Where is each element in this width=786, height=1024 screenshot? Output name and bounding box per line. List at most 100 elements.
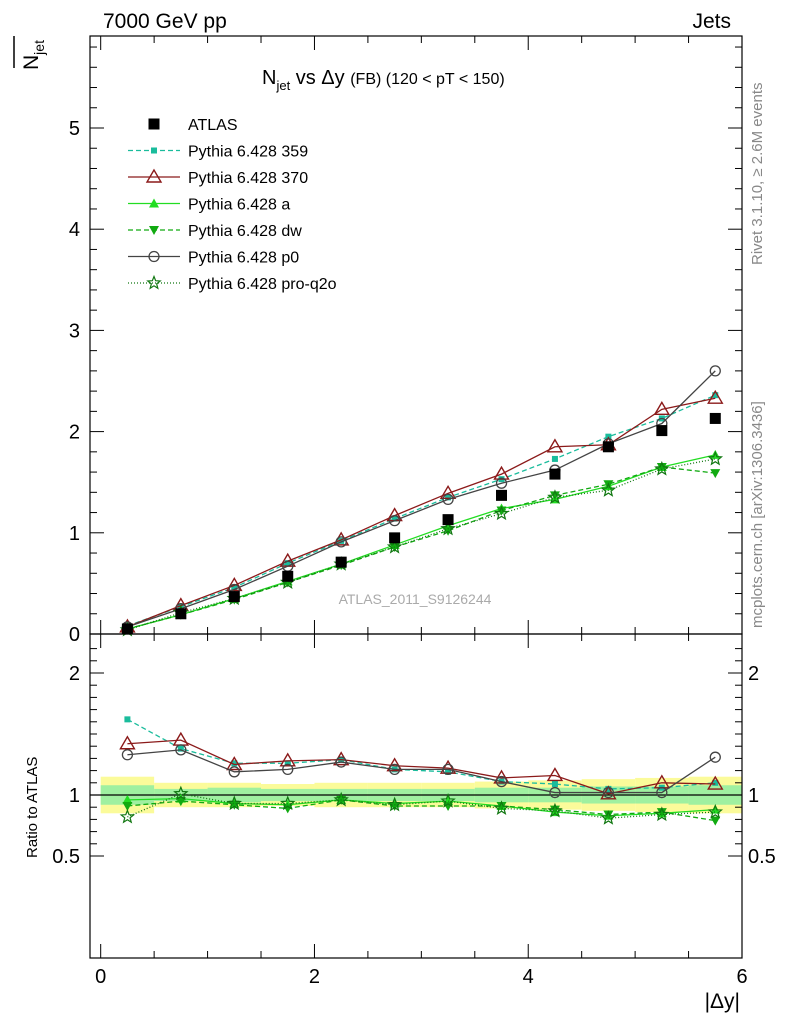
svg-text:Njet: Njet: [20, 40, 47, 70]
ratio-series-point: [119, 735, 136, 750]
ratio-series-point: [282, 763, 294, 776]
main-panel: 0 1 2 3 4 5: [69, 35, 743, 646]
legend-item: Pythia 6.428 370: [128, 168, 308, 187]
ratio-y-ticks: 0.5 0.5 1 1 2 2: [52, 648, 776, 868]
series-point: [338, 537, 345, 544]
data-point: [282, 570, 294, 582]
legend-marker: [149, 226, 159, 235]
data-point: [549, 468, 561, 480]
data-point: [442, 514, 454, 526]
ratio-series-line: [127, 793, 716, 819]
series-point: [551, 455, 558, 462]
series-point: [549, 491, 560, 501]
data-point: [602, 441, 614, 453]
legend-label: ATLAS: [188, 117, 238, 134]
ratio-series-point: [495, 775, 508, 788]
ratio-y-tick-label: 2: [69, 663, 80, 685]
ratio-series-point: [279, 795, 296, 811]
ratio-series-3: [122, 795, 721, 826]
ratio-series-point: [493, 769, 510, 784]
series-point: [710, 469, 721, 479]
ratio-series-point: [226, 795, 243, 811]
ratio-series-point: [282, 804, 293, 814]
data-point: [496, 489, 508, 501]
series-point: [600, 482, 617, 497]
legend-label: Pythia 6.428 pro-q2o: [188, 276, 337, 293]
mcplots-label: mcplots.cern.ch [arXiv:1306.3436]: [749, 401, 766, 628]
x-tick-label: 2: [309, 966, 320, 988]
ratio-series-point: [549, 786, 561, 799]
ratio-series-point: [228, 766, 240, 778]
ratio-series-point: [229, 800, 240, 810]
data-point: [389, 532, 401, 544]
ratio-series-point: [600, 810, 617, 825]
ratio-series-point: [712, 779, 719, 786]
legend-marker: [146, 274, 162, 290]
legend-item: Pythia 6.428 a: [128, 197, 290, 214]
series-point: [442, 493, 454, 506]
ratio-y-tick-label-right: 0.5: [748, 846, 776, 868]
legend-label: Pythia 6.428 p0: [188, 250, 299, 267]
legend-marker: [149, 198, 159, 208]
rivet-label: Rivet 3.1.10, ≥ 2.6M events: [749, 83, 766, 266]
series-point: [547, 489, 563, 504]
x-tick-label: 6: [736, 966, 747, 988]
legend-item: ATLAS: [148, 117, 238, 134]
series-point: [386, 538, 403, 554]
ratio-series-point: [549, 805, 560, 815]
ratio-series-point: [124, 716, 131, 723]
watermark: ATLAS_2011_S9126244: [339, 591, 492, 607]
ratio-series-point: [175, 797, 186, 807]
chart-title: Njet vs Δy (FB) (120 < pT < 150): [262, 67, 505, 93]
ratio-series-point: [442, 763, 454, 776]
ratio-series-point: [443, 801, 454, 811]
series-point: [712, 392, 719, 399]
ratio-series-4: [121, 744, 721, 799]
series-point: [445, 494, 452, 501]
ratio-series-point: [386, 796, 403, 812]
legend-item: Pythia 6.428 p0: [128, 250, 299, 267]
x-axis-label: |Δy|: [705, 990, 740, 1013]
ratio-series-point: [605, 785, 612, 792]
y-tick-label: 2: [69, 422, 80, 444]
series-point: [391, 515, 398, 522]
legend-item: Pythia 6.428 dw: [128, 223, 302, 240]
ratio-series-point: [284, 760, 291, 767]
ratio-series-point: [603, 810, 614, 820]
chart-title-fb: (FB): [350, 71, 381, 88]
series-line: [127, 458, 716, 631]
series-5: [119, 450, 724, 637]
ratio-frame: [89, 633, 743, 959]
ratio-series-point: [231, 760, 238, 767]
header-left: 7000 GeV pp: [103, 10, 227, 33]
data-point: [335, 556, 347, 568]
series-point: [493, 505, 510, 521]
ratio-series-point: [386, 757, 403, 772]
ratio-series-point: [496, 801, 507, 811]
ratio-series-point: [119, 808, 136, 824]
series-point: [496, 506, 507, 516]
y-tick-label: 4: [69, 219, 80, 241]
ratio-series-point: [335, 756, 347, 768]
ratio-series-point: [121, 749, 134, 761]
legend-item: Pythia 6.428 359: [128, 144, 308, 161]
series-point: [546, 438, 564, 453]
legend: ATLAS Pythia 6.428 359 Pythia 6.428 370 Pyt…: [128, 117, 337, 293]
ratio-y-tick-label: 1: [69, 785, 80, 807]
data-point: [175, 608, 187, 620]
series-point: [440, 520, 456, 536]
series-3: [122, 463, 721, 634]
y-tick-label: 1: [69, 523, 80, 545]
ratio-series-point: [709, 751, 721, 763]
series-point: [231, 584, 238, 591]
ratio-series-point: [551, 781, 558, 788]
ratio-series-point: [333, 791, 349, 807]
legend-marker: [151, 147, 157, 154]
legend-marker: [148, 118, 160, 130]
ratio-series-point: [177, 745, 184, 752]
chart-title-sub: jet: [275, 78, 290, 93]
ratio-series-point: [445, 768, 452, 775]
ratio-series-line: [127, 749, 716, 794]
ratio-series-point: [279, 752, 296, 767]
series-point: [495, 477, 508, 489]
